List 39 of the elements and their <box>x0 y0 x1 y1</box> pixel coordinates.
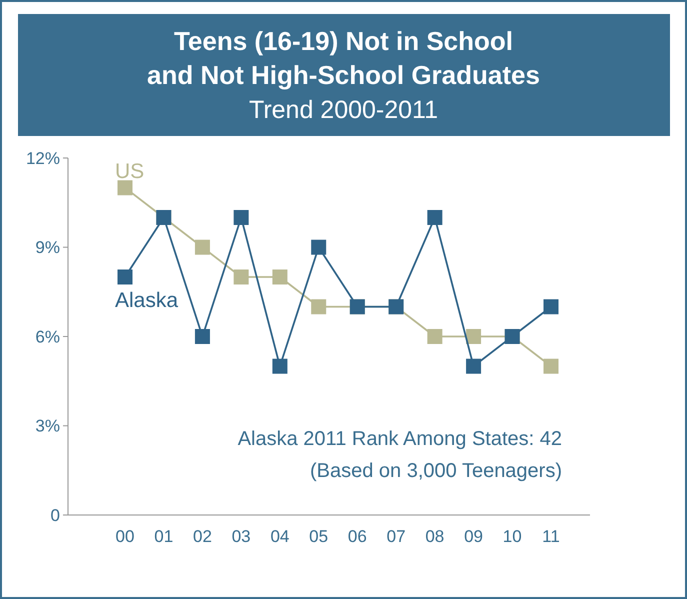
annotation: Alaska 2011 Rank Among States: 42 <box>238 428 562 450</box>
x-tick-label: 04 <box>270 527 290 546</box>
x-tick-label: 05 <box>309 527 328 546</box>
point <box>427 329 442 344</box>
point <box>234 270 249 284</box>
y-tick-label: 0 <box>50 506 60 525</box>
x-tick-label: 09 <box>464 527 484 546</box>
point <box>311 299 326 314</box>
point <box>234 210 249 225</box>
x-tick-label: 07 <box>386 527 406 546</box>
point <box>272 358 288 374</box>
x-tick-label: 11 <box>542 527 560 546</box>
point <box>194 240 210 255</box>
point <box>466 358 482 374</box>
x-tick-label: 03 <box>232 527 251 546</box>
x-tick-label: 00 <box>116 527 134 546</box>
point <box>118 180 132 196</box>
x-tick-label: 08 <box>425 527 444 546</box>
x-tick-label: 10 <box>502 527 522 546</box>
y-tick-label: 12% <box>26 148 60 168</box>
point <box>311 240 326 255</box>
annotation: (Based on 3,000 Teenagers) <box>310 460 562 482</box>
x-tick-label: 01 <box>154 527 174 546</box>
chart-subtitle: Trend 2000-2011 <box>248 96 438 124</box>
series-label: Alaska <box>115 289 178 312</box>
point <box>272 270 288 284</box>
point <box>194 329 210 344</box>
chart-title: Teens (16-19) Not in School and Not High-School Graduates <box>147 26 540 90</box>
x-tick-label: 02 <box>192 527 212 546</box>
point <box>544 358 558 374</box>
y-tick-label: 6% <box>35 327 60 346</box>
point <box>118 270 132 284</box>
x-tick-label: 06 <box>348 527 367 546</box>
point <box>427 210 442 225</box>
series-label: US <box>115 160 144 183</box>
y-tick-label: 3% <box>35 416 60 436</box>
point <box>466 329 482 344</box>
y-tick-label: 9% <box>35 238 60 258</box>
point <box>544 299 558 314</box>
